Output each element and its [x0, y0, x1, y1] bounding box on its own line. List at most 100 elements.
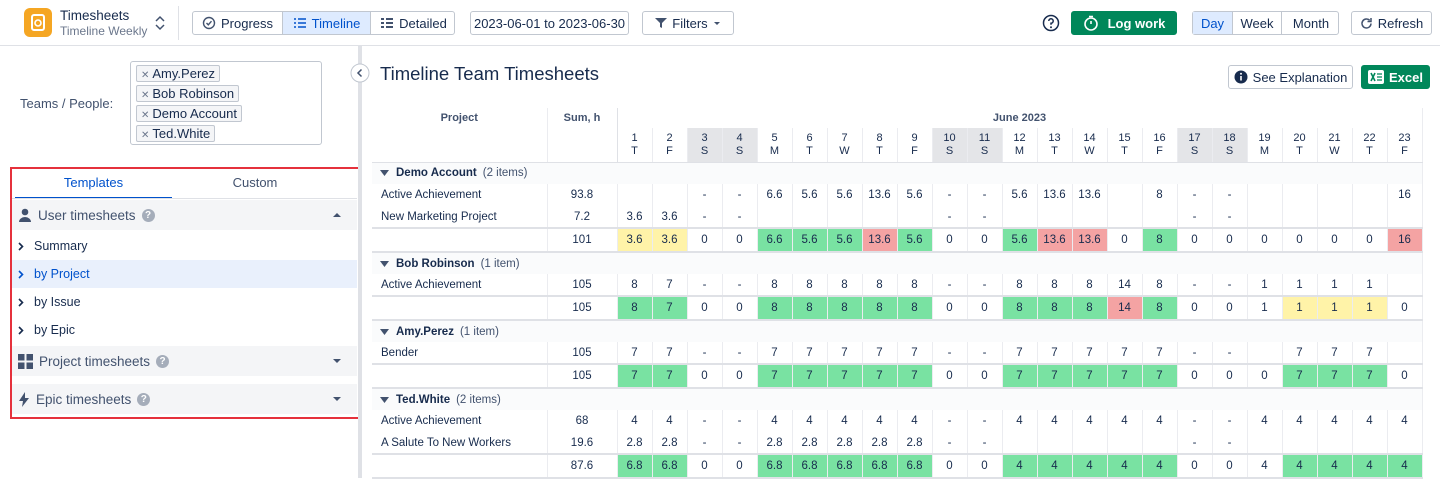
- day-cell: 4: [652, 410, 688, 432]
- chevron: [18, 241, 24, 251]
- day-cell: -: [967, 274, 1003, 296]
- switch-chevron[interactable]: [154, 14, 166, 32]
- period-tab[interactable]: Day: [1193, 12, 1233, 34]
- day-cell: 4: [1317, 410, 1353, 432]
- help-icon: ?: [156, 354, 170, 368]
- day-cell: 7: [1002, 363, 1038, 389]
- day-cell: 7: [1072, 363, 1108, 389]
- weekday: M: [1014, 144, 1025, 157]
- person-tag[interactable]: ✕ Amy.Perez: [136, 65, 220, 82]
- day-cell: 2.8: [897, 432, 933, 454]
- view-tab[interactable]: Detailed: [371, 12, 456, 34]
- day-cell: 4: [1282, 453, 1318, 479]
- day-header: 17 S: [1177, 128, 1213, 163]
- see-explanation-button[interactable]: See Explanation: [1228, 65, 1353, 89]
- weekday: T: [806, 144, 813, 157]
- day-cell: 3.6: [652, 206, 688, 228]
- day-cell: 7: [862, 363, 898, 389]
- excel-icon: [1368, 70, 1384, 84]
- day-cell: 7: [1002, 342, 1038, 364]
- day-cell: 4: [1317, 453, 1353, 479]
- total-sum: 105: [547, 295, 618, 321]
- help-icon[interactable]: [1042, 14, 1060, 32]
- day-cell: -: [687, 432, 723, 454]
- template-item[interactable]: by Project: [12, 260, 357, 288]
- day-cell: 1: [1247, 274, 1283, 296]
- day-cell: 7: [617, 342, 653, 364]
- day-cell: -: [722, 206, 758, 228]
- day-cell: 0: [722, 295, 758, 321]
- splitter[interactable]: [358, 46, 362, 478]
- view-label: Progress: [220, 15, 274, 31]
- day-cell: 3.6: [652, 227, 688, 253]
- remove-x[interactable]: ✕: [141, 70, 150, 81]
- section-header[interactable]: Project timesheets?: [12, 346, 357, 376]
- day-cell: 0: [687, 363, 723, 389]
- day-cell: 0: [932, 295, 968, 321]
- day-cell: [1037, 432, 1073, 454]
- tab[interactable]: Custom: [175, 172, 335, 199]
- month-header: June 2023: [617, 108, 1423, 128]
- section-header[interactable]: Epic timesheets?: [12, 384, 357, 414]
- total-label: [372, 295, 548, 321]
- remove-x[interactable]: ✕: [141, 130, 150, 141]
- project-row: New Marketing Project 7.2 3.6 3.6- - - - - -: [372, 206, 1423, 228]
- people-select[interactable]: ✕ Amy.Perez ✕ Bob Robinson ✕ Demo Account ✕…: [130, 61, 322, 145]
- tab[interactable]: Templates: [15, 172, 172, 199]
- person-tag[interactable]: ✕ Demo Account: [136, 105, 242, 122]
- template-item[interactable]: by Epic: [12, 316, 357, 344]
- total-sum: 101: [547, 227, 618, 253]
- day-cell: 7: [897, 363, 933, 389]
- day-number: 21: [1328, 131, 1341, 144]
- project-name: New Marketing Project: [372, 206, 548, 228]
- group-row: Amy.Perez (1 item): [372, 320, 1423, 342]
- day-cell: -: [1212, 432, 1248, 454]
- date-range[interactable]: 2023-06-01 to 2023-06-30: [470, 11, 629, 35]
- period-tab[interactable]: Month: [1282, 12, 1340, 34]
- day-cell: [1107, 184, 1143, 206]
- tab-label: Templates: [63, 175, 124, 190]
- day-cell: 7: [1282, 363, 1318, 389]
- group-cell: Amy.Perez (1 item): [372, 320, 1423, 342]
- remove-x[interactable]: ✕: [141, 90, 150, 101]
- day-cell: [1002, 432, 1038, 454]
- view-tab[interactable]: Timeline: [283, 12, 371, 34]
- log-work-button[interactable]: Log work: [1071, 11, 1177, 35]
- weekday: S: [1225, 144, 1234, 157]
- project-row: Active Achievement 105 8 7- -8 8 8 8 8- -8 8 8 14 8- -…: [372, 274, 1423, 296]
- excel-button[interactable]: Excel: [1361, 65, 1430, 89]
- person-tag[interactable]: ✕ Ted.White: [136, 125, 216, 142]
- person-tag[interactable]: ✕ Bob Robinson: [136, 85, 240, 102]
- day-cell: 4: [1002, 410, 1038, 432]
- collapse-button[interactable]: [350, 63, 370, 83]
- divider: [178, 6, 179, 40]
- day-number: 9: [911, 131, 918, 144]
- weekday: F: [1401, 144, 1408, 157]
- total-sum: 87.6: [547, 453, 618, 479]
- day-cell: [617, 184, 653, 206]
- section-header[interactable]: User timesheets?: [12, 200, 357, 230]
- app-logo[interactable]: [24, 8, 52, 37]
- table-head: Project Sum, h June 2023 1 T 2 F 3 S 4 S 5 M 6 T 7 W 8 T 9 F…: [372, 108, 1423, 163]
- day-cell: 0: [967, 227, 1003, 253]
- filters-button[interactable]: Filters: [642, 11, 734, 35]
- view-tab[interactable]: Progress: [193, 12, 283, 34]
- day-cell: [757, 206, 793, 228]
- project-row: Active Achievement 93.8- -6.6 5.6 5.6 13.6 5.6…: [372, 184, 1423, 206]
- period-tab[interactable]: Week: [1233, 12, 1282, 34]
- remove-x[interactable]: ✕: [141, 110, 150, 121]
- template-item[interactable]: by Issue: [12, 288, 357, 316]
- template-item[interactable]: Summary: [12, 232, 357, 260]
- icon: [293, 18, 306, 28]
- day-cell: 0: [932, 227, 968, 253]
- day-cell: 3.6: [617, 227, 653, 253]
- day-cell: -: [1177, 432, 1213, 454]
- day-cell: [1352, 206, 1388, 228]
- refresh-button[interactable]: Refresh: [1351, 11, 1432, 35]
- period-label: Month: [1292, 15, 1330, 31]
